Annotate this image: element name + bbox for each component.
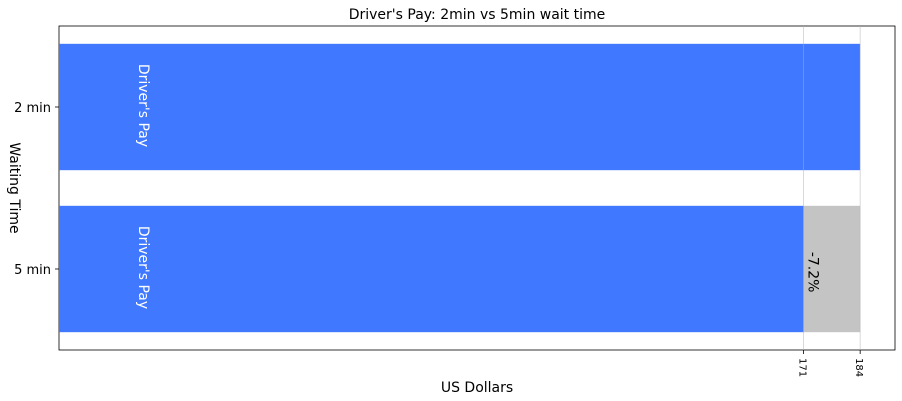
x-tick-label-1: 184 — [853, 358, 864, 377]
bar-label-0-0: Driver's Pay — [135, 64, 151, 147]
plot-area: Driver's Pay 2 min Driver's Pay -7.2% 5 min 1… — [14, 25, 896, 377]
x-tick-label-0: 171 — [797, 358, 808, 377]
y-axis-label: Waiting Time — [6, 142, 22, 233]
y-tick-label-0: 2 min — [14, 101, 51, 116]
bar-difference-1 — [803, 205, 861, 333]
bar-drivers-pay-1 — [59, 205, 804, 333]
y-tick-label-1: 5 min — [14, 263, 51, 278]
bar-drivers-pay-0 — [59, 43, 861, 171]
x-axis-label: US Dollars — [441, 380, 513, 396]
bar-label-1-1: -7.2% — [805, 252, 821, 293]
plot-frame — [58, 25, 896, 351]
chart-title: Driver's Pay: 2min vs 5min wait time — [349, 7, 606, 23]
bar-label-0-1: Driver's Pay — [135, 226, 151, 309]
